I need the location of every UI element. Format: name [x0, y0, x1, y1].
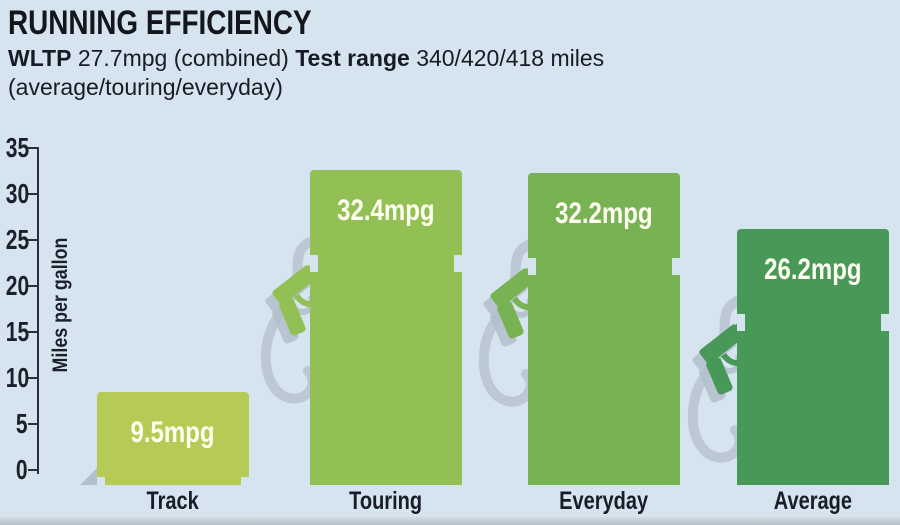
y-tick-mark	[28, 193, 38, 195]
chart-title: RUNNING EFFICIENCY	[8, 4, 312, 42]
y-tick-mark	[28, 423, 38, 425]
pump-notch	[528, 258, 536, 275]
test-range-label: Test range	[295, 45, 410, 71]
y-tick-mark	[28, 147, 38, 149]
bar-value-label: 32.2mpg	[555, 197, 653, 230]
y-tick-label: 5	[16, 408, 28, 439]
fuel-pump-graphic	[478, 238, 543, 407]
pump-notch	[241, 477, 249, 485]
y-tick-label: 35	[5, 132, 30, 163]
test-range-detail: (average/touring/everyday)	[8, 74, 283, 100]
bar-track: 9.5mpg	[97, 392, 249, 485]
y-tick-label: 20	[5, 270, 30, 301]
y-tick-label: 25	[5, 224, 30, 255]
chart-subtitle: WLTP 27.7mpg (combined) Test range 340/4…	[8, 44, 768, 102]
bar-everyday: 32.2mpg	[528, 173, 680, 485]
bar-category-label: Average	[773, 487, 853, 515]
y-axis-label: Miles per gallon	[49, 237, 72, 373]
y-tick-label: 10	[5, 362, 30, 393]
pump-notch	[672, 258, 680, 275]
pump-notch	[97, 477, 105, 485]
y-tick-mark	[28, 285, 38, 287]
pump-notch	[310, 255, 318, 272]
y-tick-mark	[28, 239, 38, 241]
fuel-hose	[687, 294, 747, 463]
bar-touring: 32.4mpg	[310, 170, 462, 485]
bar-value-label: 32.4mpg	[337, 194, 435, 227]
fuel-hose	[260, 235, 320, 404]
fuel-hose	[478, 238, 538, 407]
y-tick-mark	[28, 377, 38, 379]
y-tick-label: 30	[5, 178, 30, 209]
bar-value-label: 9.5mpg	[130, 416, 216, 449]
fuel-pump-graphic	[260, 235, 325, 404]
pump-notch	[881, 314, 889, 331]
test-range-value: 340/420/418 miles	[416, 45, 605, 71]
y-axis-line	[37, 147, 39, 474]
bottom-strip	[0, 517, 900, 525]
y-tick-label: 0	[16, 454, 28, 485]
y-tick-mark	[28, 469, 38, 471]
bar-category-label: Track	[146, 487, 200, 515]
wltp-value: 27.7mpg (combined)	[77, 45, 289, 71]
bar-average: 26.2mpg	[737, 229, 889, 485]
pump-notch	[737, 314, 745, 331]
bar-category-label: Touring	[349, 487, 423, 515]
y-tick-label: 15	[5, 316, 30, 347]
y-tick-mark	[28, 331, 38, 333]
wltp-label: WLTP	[8, 45, 72, 71]
pump-notch	[454, 255, 462, 272]
bar-value-label: 26.2mpg	[764, 253, 862, 286]
hose-shadow-icon	[80, 463, 102, 485]
bar-category-label: Everyday	[559, 487, 649, 515]
